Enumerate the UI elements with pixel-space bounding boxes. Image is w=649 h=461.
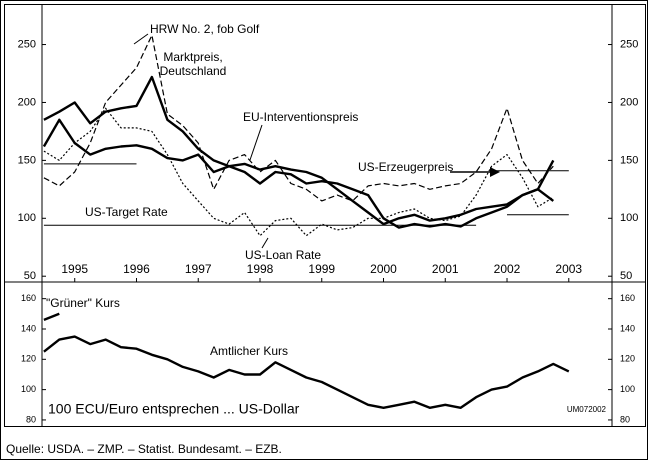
chart-frame: [4, 4, 646, 427]
y-tick-label: 160: [21, 293, 36, 303]
leader-line: [261, 237, 269, 249]
series-line: [43, 107, 554, 237]
y-tick-label: 80: [26, 414, 36, 424]
x-tick-label: 2001: [432, 262, 459, 276]
series-line: [43, 312, 60, 322]
series-label: "Grüner" Kurs: [46, 296, 120, 310]
series-label: US-Loan Rate: [245, 248, 321, 262]
y2-tick-label: 160: [620, 293, 635, 303]
y2-tick-label: 250: [620, 38, 638, 50]
series-label: US-Erzeugerpreis: [358, 160, 453, 174]
x-tick-label: 1996: [123, 262, 150, 276]
y-tick-label: 150: [18, 154, 36, 166]
y-tick-label: 120: [21, 354, 36, 364]
y-tick-label: 200: [18, 96, 36, 108]
series-line: [43, 163, 569, 172]
series-line: [43, 75, 555, 229]
x-tick-label: 1995: [61, 262, 88, 276]
y-tick-label: 250: [18, 38, 36, 50]
y2-tick-label: 200: [620, 96, 638, 108]
series-label: US-Target Rate: [85, 205, 168, 219]
arrow-head: [490, 167, 500, 177]
series-line: [43, 34, 554, 202]
x-tick-label: 1999: [308, 262, 335, 276]
series-label: EU-Interventionspreis: [243, 110, 358, 124]
x-tick-label: 2002: [494, 262, 521, 276]
x-tick-label: 2003: [555, 262, 582, 276]
leader-line: [133, 33, 149, 45]
y2-tick-label: 100: [620, 212, 638, 224]
y2-tick-label: 150: [620, 154, 638, 166]
y-tick-label: 100: [18, 212, 36, 224]
y2-tick-label: 50: [620, 270, 632, 282]
annotation: Marktpreis, Deutschland: [159, 50, 227, 78]
series-line: [43, 214, 569, 226]
series-line: [43, 335, 570, 409]
y-tick-label: 140: [21, 323, 36, 333]
y2-tick-label: 80: [620, 414, 630, 424]
leader-line: [249, 124, 263, 161]
x-tick-label: 1998: [247, 262, 274, 276]
source: Quelle: USDA. – ZMP. – Statist. Bundesam…: [6, 442, 282, 456]
x-tick-label: 2000: [370, 262, 397, 276]
y2-tick-label: 100: [620, 384, 635, 394]
y2-tick-label: 140: [620, 323, 635, 333]
y-tick-label: 100: [21, 384, 36, 394]
panel-note: 100 ECU/Euro entsprechen ... US-Dollar: [48, 401, 300, 417]
series-label: HRW No. 2, fob Golf: [150, 22, 260, 36]
x-tick-label: 1997: [185, 262, 212, 276]
y2-tick-label: 120: [620, 354, 635, 364]
series-line: [42, 118, 555, 226]
series-label: Amtlicher Kurs: [210, 344, 288, 358]
chart-code: UM072002: [567, 405, 607, 414]
y-tick-label: 50: [24, 270, 36, 282]
